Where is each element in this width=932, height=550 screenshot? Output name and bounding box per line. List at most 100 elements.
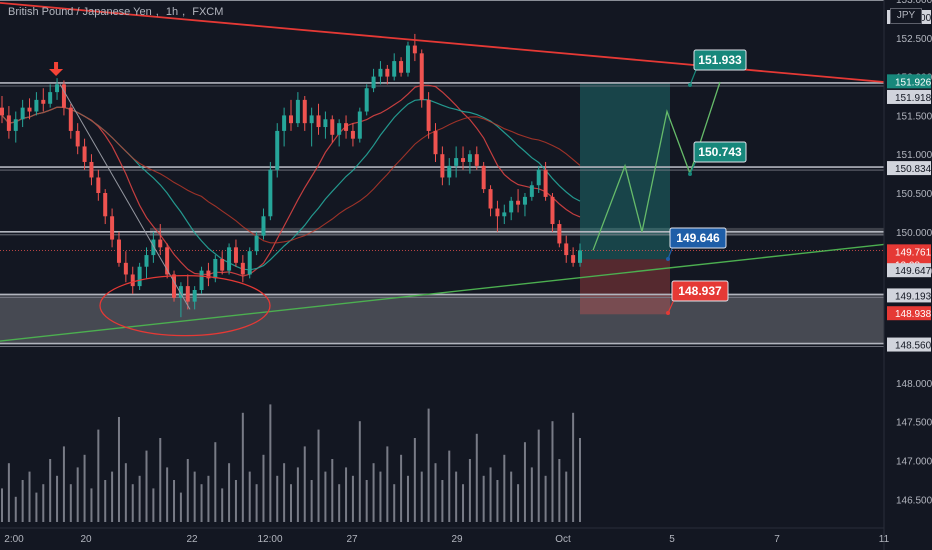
volume-bar bbox=[468, 459, 471, 522]
volume-bar bbox=[400, 454, 403, 522]
volume-bar bbox=[14, 496, 17, 522]
candle bbox=[68, 103, 73, 139]
timeframe[interactable]: 1h bbox=[165, 6, 179, 18]
time-tick: 20 bbox=[80, 534, 92, 545]
price-axis[interactable]: 153.000152.500152.000151.500151.000150.5… bbox=[883, 0, 932, 550]
price-tick: 147.000 bbox=[896, 457, 932, 468]
candle-body bbox=[357, 111, 362, 139]
candle bbox=[564, 235, 569, 263]
candle bbox=[474, 146, 479, 170]
candle-body bbox=[48, 92, 53, 104]
candle bbox=[137, 262, 142, 290]
candle bbox=[158, 224, 163, 256]
candle bbox=[6, 106, 11, 139]
volume-bar bbox=[152, 488, 155, 522]
volume-bar bbox=[111, 471, 114, 522]
volume-bar bbox=[269, 404, 272, 522]
time-axis[interactable]: 2:00 20 22 12:00 27 29 Oct 5 7 11 bbox=[0, 527, 890, 545]
volume-layer bbox=[1, 404, 581, 522]
candle-body bbox=[440, 154, 445, 178]
callout-entry-text: 149.646 bbox=[676, 231, 720, 245]
candle bbox=[302, 96, 307, 131]
candle-body bbox=[350, 130, 355, 139]
stop-zone bbox=[580, 259, 670, 315]
candle-body bbox=[240, 262, 245, 275]
candle-body bbox=[467, 154, 472, 162]
volume-bar bbox=[186, 459, 189, 522]
candle bbox=[399, 57, 404, 77]
time-tick: 2:00 bbox=[4, 534, 24, 545]
volume-bar bbox=[131, 484, 134, 522]
candle bbox=[529, 181, 534, 201]
price-tick: 146.500 bbox=[896, 495, 932, 506]
candle bbox=[405, 41, 410, 77]
volume-bar bbox=[290, 484, 292, 522]
volume-bar bbox=[317, 429, 320, 522]
candle-body bbox=[337, 123, 342, 135]
volume-bar bbox=[351, 475, 354, 522]
callouts-layer[interactable]: 151.933 150.743 149.646 148.937 bbox=[666, 49, 747, 315]
candle-body bbox=[371, 76, 376, 89]
candle-body bbox=[6, 115, 11, 131]
candle bbox=[27, 98, 32, 120]
candle bbox=[289, 99, 293, 131]
candle bbox=[316, 103, 321, 135]
callout-target-2-text: 151.933 bbox=[698, 53, 742, 67]
green-trendline bbox=[0, 243, 885, 342]
candle-body bbox=[20, 107, 25, 120]
candle-body bbox=[454, 158, 459, 166]
candle-body bbox=[399, 61, 404, 73]
volume-bar bbox=[117, 417, 120, 522]
candle bbox=[151, 231, 156, 263]
candle-body bbox=[426, 99, 431, 131]
price-tick: 147.500 bbox=[896, 418, 932, 429]
candle bbox=[419, 49, 424, 108]
volume-bar bbox=[379, 471, 382, 522]
candle bbox=[178, 282, 183, 318]
candle bbox=[344, 115, 349, 139]
candle bbox=[378, 61, 383, 85]
volume-bar bbox=[345, 467, 348, 522]
candle-body bbox=[481, 165, 486, 190]
candle-body bbox=[116, 239, 121, 263]
volume-bar bbox=[579, 438, 581, 522]
callout-target-1: 150.743 bbox=[688, 141, 747, 176]
candle bbox=[426, 92, 431, 139]
candle bbox=[165, 243, 170, 279]
badge-150834-bg bbox=[887, 161, 931, 176]
volume-bar bbox=[228, 463, 231, 522]
candle bbox=[20, 99, 25, 128]
volume-bar bbox=[310, 480, 313, 522]
candle-body bbox=[185, 286, 190, 302]
badge-149193-bg bbox=[887, 288, 931, 303]
volume-bar bbox=[28, 471, 31, 522]
candle bbox=[130, 266, 135, 294]
candle-body bbox=[68, 107, 73, 131]
candle bbox=[261, 208, 266, 240]
time-tick: 22 bbox=[186, 534, 198, 545]
candle-body bbox=[96, 177, 101, 193]
candle-body bbox=[495, 208, 500, 217]
volume-bar bbox=[537, 429, 540, 522]
candle-body bbox=[330, 119, 335, 135]
candle bbox=[282, 107, 287, 147]
price-tick: 150.000 bbox=[896, 228, 932, 239]
volume-bar bbox=[221, 488, 224, 522]
currency-label[interactable]: JPY bbox=[890, 8, 922, 24]
callout-stop: 148.937 bbox=[666, 280, 729, 315]
symbol-name[interactable]: British Pound / Japanese Yen bbox=[8, 6, 152, 18]
candle bbox=[461, 146, 466, 170]
candle-body bbox=[75, 130, 80, 147]
volume-bar bbox=[386, 446, 389, 522]
candles-layer[interactable] bbox=[0, 33, 582, 318]
time-tick: 7 bbox=[774, 534, 780, 545]
volume-bar bbox=[283, 463, 286, 522]
candle bbox=[309, 107, 314, 147]
candle-body bbox=[378, 68, 383, 77]
volume-bar bbox=[42, 484, 45, 522]
time-tick: Oct bbox=[555, 534, 571, 545]
candle bbox=[571, 247, 576, 267]
volume-bar bbox=[255, 484, 258, 522]
